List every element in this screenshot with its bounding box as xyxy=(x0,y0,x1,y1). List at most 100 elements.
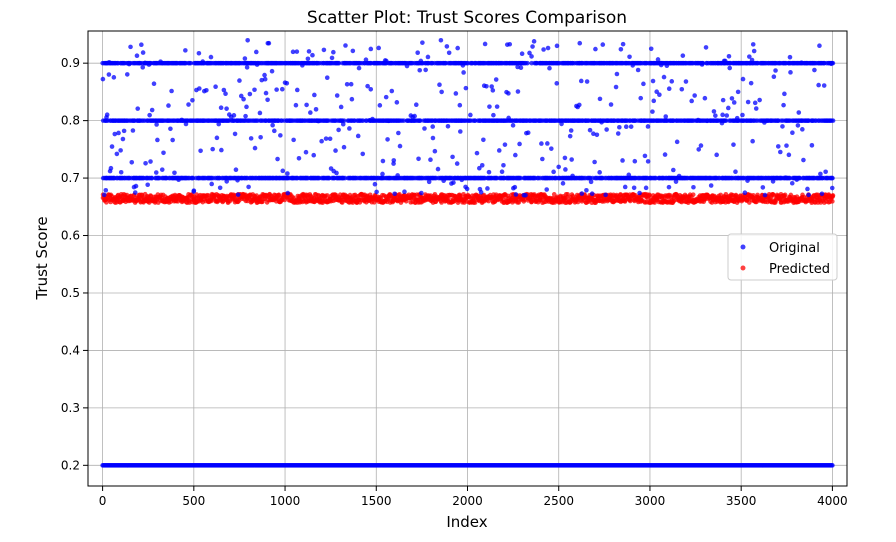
data-point-original xyxy=(130,128,136,133)
data-point-original xyxy=(306,49,312,54)
legend-marker-original xyxy=(740,244,746,250)
data-point-original xyxy=(713,113,718,118)
data-point-original xyxy=(132,190,138,195)
data-point-original xyxy=(789,180,795,186)
data-point-original xyxy=(689,98,694,104)
data-point-predicted xyxy=(148,193,153,198)
data-point-original xyxy=(650,109,655,114)
data-point-original xyxy=(155,137,160,143)
data-point-original xyxy=(118,148,123,153)
data-point-original xyxy=(591,131,596,137)
data-point-original xyxy=(830,60,836,66)
data-point-original xyxy=(527,50,532,56)
data-point-original xyxy=(169,88,174,94)
x-tick-label: 1000 xyxy=(270,494,301,508)
x-tick-label: 1500 xyxy=(361,494,392,508)
data-point-original xyxy=(224,106,229,111)
legend-marker-predicted xyxy=(740,265,746,271)
data-point-original xyxy=(368,46,374,52)
data-point-original xyxy=(190,97,195,103)
data-point-original xyxy=(608,102,614,107)
data-point-original xyxy=(517,141,522,147)
data-point-original xyxy=(183,48,188,53)
data-point-original xyxy=(336,127,341,133)
data-point-original xyxy=(161,150,166,156)
data-point-original xyxy=(485,186,490,191)
data-point-original xyxy=(519,51,525,56)
data-point-original xyxy=(515,89,521,94)
data-point-original xyxy=(284,81,290,86)
data-point-original xyxy=(486,169,492,175)
data-point-original xyxy=(782,91,787,97)
data-point-predicted xyxy=(565,194,570,200)
data-point-original xyxy=(262,72,267,78)
data-point-original xyxy=(451,180,456,185)
data-point-original xyxy=(334,93,340,98)
data-point-original xyxy=(781,102,786,108)
data-point-original xyxy=(830,175,835,181)
data-point-original xyxy=(727,65,733,71)
data-point-original xyxy=(529,54,534,59)
data-point-original xyxy=(445,123,451,129)
data-point-original xyxy=(631,185,637,191)
data-point-original xyxy=(594,132,600,138)
data-point-original xyxy=(620,41,626,47)
x-tick-label: 500 xyxy=(182,494,205,508)
data-point-original xyxy=(437,82,442,88)
data-point-original xyxy=(413,102,419,108)
data-point-original xyxy=(696,147,702,152)
data-point-original xyxy=(313,107,319,112)
data-point-original xyxy=(579,191,585,196)
data-point-original xyxy=(416,156,421,162)
data-point-predicted xyxy=(690,192,696,197)
data-point-original xyxy=(775,144,781,149)
data-point-original xyxy=(148,159,153,164)
data-point-original xyxy=(720,112,725,118)
data-point-original xyxy=(291,137,296,143)
data-point-original xyxy=(446,50,452,56)
data-point-original xyxy=(426,179,432,185)
data-point-original xyxy=(724,113,730,118)
data-point-original xyxy=(587,127,593,133)
data-point-original xyxy=(726,105,731,111)
data-point-original xyxy=(547,65,552,71)
data-point-original xyxy=(830,118,836,123)
data-point-original xyxy=(496,148,502,153)
data-point-original xyxy=(147,112,152,118)
data-point-original xyxy=(453,91,459,96)
data-point-original xyxy=(491,112,496,118)
data-point-original xyxy=(116,130,121,136)
data-point-original xyxy=(474,150,480,156)
data-point-original xyxy=(109,144,115,149)
data-point-original xyxy=(210,146,215,152)
data-point-original xyxy=(620,158,625,163)
data-point-original xyxy=(145,182,150,188)
data-point-original xyxy=(720,97,726,103)
data-point-original xyxy=(830,463,835,468)
data-point-original xyxy=(397,143,403,149)
data-point-predicted xyxy=(830,199,835,204)
data-points xyxy=(100,37,836,468)
data-point-original xyxy=(120,136,126,142)
data-point-original xyxy=(666,86,672,92)
data-point-original xyxy=(588,179,594,185)
data-point-original xyxy=(513,152,518,158)
data-point-original xyxy=(604,127,609,132)
data-point-original xyxy=(748,80,754,86)
data-point-original xyxy=(274,87,279,92)
data-point-original xyxy=(545,45,551,51)
y-tick-label: 0.3 xyxy=(61,401,80,415)
data-point-original xyxy=(438,37,444,43)
data-point-original xyxy=(817,43,822,49)
data-point-predicted xyxy=(472,200,478,205)
data-point-original xyxy=(188,60,194,66)
data-point-original xyxy=(674,139,680,145)
data-point-original xyxy=(650,78,656,84)
data-point-original xyxy=(248,136,254,141)
data-point-original xyxy=(740,76,746,82)
data-point-original xyxy=(525,130,531,135)
data-point-original xyxy=(133,183,139,189)
data-point-original xyxy=(310,52,315,58)
